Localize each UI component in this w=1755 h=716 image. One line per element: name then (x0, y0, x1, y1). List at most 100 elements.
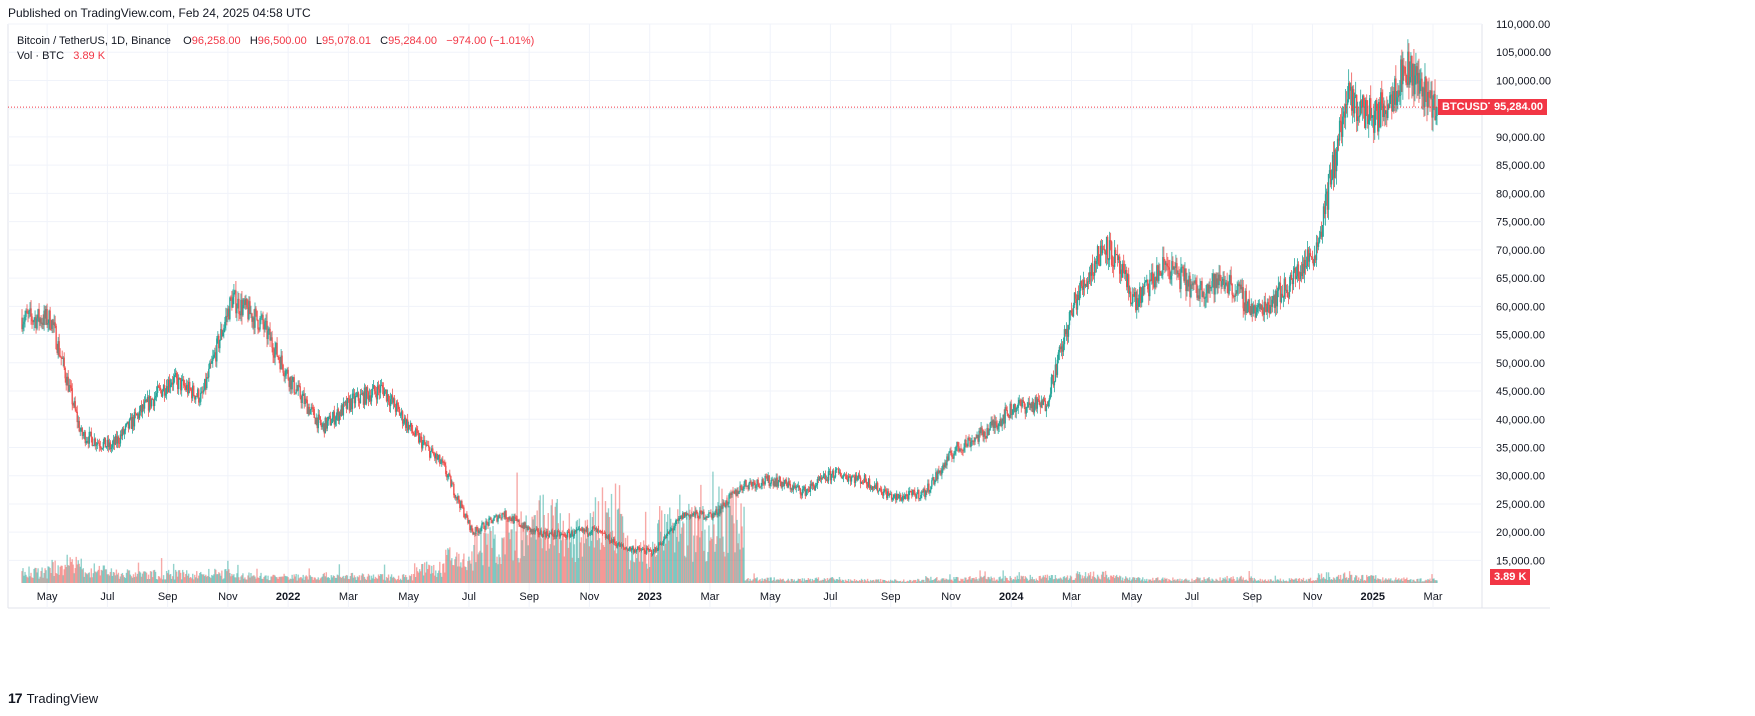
footer-brand[interactable]: 17 TradingView (8, 690, 98, 706)
candle-body (936, 472, 938, 480)
volume-bar (1353, 577, 1356, 583)
volume-bar (657, 523, 659, 583)
volume-bar (975, 577, 977, 583)
volume-bar (327, 577, 330, 583)
volume-bar (860, 578, 863, 583)
candle-body (1020, 403, 1022, 407)
volume-bar (1393, 581, 1395, 583)
volume-bar (519, 558, 521, 583)
volume-bar (302, 574, 304, 583)
candle-body (450, 476, 452, 487)
candle-body (42, 322, 44, 325)
candle-body (1246, 303, 1248, 313)
candle-body (334, 420, 337, 425)
candle-body (862, 482, 865, 484)
volume-bar (730, 489, 732, 583)
candle-body (1420, 78, 1422, 81)
volume-bar (833, 579, 836, 583)
candle-body (1224, 285, 1226, 289)
candle-body (503, 514, 505, 518)
volume-bar (1127, 578, 1129, 583)
candle-body (287, 369, 289, 380)
low-label: L (315, 35, 323, 47)
volume-bar (1391, 580, 1393, 583)
volume-bar (1188, 579, 1190, 583)
candle-body (251, 313, 253, 322)
candle-body (582, 528, 585, 532)
candle-body (132, 416, 135, 427)
candle-body (1274, 290, 1277, 308)
volume-bar (851, 580, 854, 583)
volume-bar (330, 575, 333, 583)
volume-bar (1431, 574, 1433, 583)
volume-bar (1145, 580, 1147, 583)
candle-body (668, 531, 670, 534)
volume-bar (45, 570, 47, 583)
x-tick-label: Jul (823, 591, 837, 603)
candle-body (1428, 91, 1430, 98)
candle-body (312, 407, 314, 410)
candle-body (1097, 246, 1100, 265)
volume-bar (761, 578, 763, 583)
candle-body (322, 423, 324, 427)
candle-body (1119, 269, 1122, 274)
candle-body (1211, 281, 1213, 288)
volume-bar (1121, 577, 1124, 583)
candle-body (1303, 259, 1306, 274)
candle-body (1256, 307, 1258, 313)
volume-bar (193, 579, 195, 583)
volume-bar (948, 579, 950, 583)
candle-body (466, 513, 468, 518)
candle-body (785, 479, 787, 484)
volume-bar (772, 580, 774, 583)
volume-bar (110, 568, 113, 583)
volume-bar (757, 581, 759, 583)
volume-bar (744, 580, 746, 583)
volume-bar (694, 505, 696, 583)
candle-body (1031, 401, 1033, 409)
candle-body (248, 301, 250, 320)
candle-body (1379, 101, 1381, 127)
volume-bar (1381, 581, 1383, 583)
candle-body (1124, 270, 1127, 274)
candle-body (1242, 287, 1244, 309)
candle-body (963, 447, 965, 451)
volume-bar (801, 578, 804, 583)
candle-body (958, 446, 960, 452)
volume-bar (760, 581, 762, 583)
candle-body (918, 489, 920, 499)
volume-bar (1321, 578, 1324, 583)
candle-body (1111, 265, 1114, 266)
volume-bar (575, 521, 578, 583)
candle-body (1335, 151, 1338, 172)
candle-body (1384, 105, 1386, 115)
candle-body (1282, 297, 1285, 299)
volume-bar (371, 578, 374, 583)
volume-bar (629, 560, 632, 583)
volume-bar (1047, 580, 1050, 583)
candle-body (1110, 241, 1113, 266)
candle-body (196, 396, 198, 398)
volume-bar (1122, 580, 1125, 583)
volume-bar (313, 577, 315, 583)
candle-body (833, 477, 836, 479)
volume-bar (1223, 579, 1225, 583)
volume-bar (862, 581, 865, 583)
candle-body (269, 328, 271, 341)
candle-body (776, 477, 778, 487)
volume-bar (835, 579, 838, 583)
volume-bar (1238, 578, 1240, 583)
candle-body (1103, 249, 1106, 251)
candle-body (925, 490, 927, 498)
candle-body (1104, 250, 1107, 255)
candle-body (405, 419, 408, 428)
volume-bar (843, 581, 846, 583)
volume-bar (523, 556, 525, 583)
volume-bar (114, 575, 117, 583)
candle-body (68, 385, 70, 392)
volume-bar (1049, 577, 1052, 583)
volume-bar (506, 520, 508, 583)
candle-body (965, 439, 967, 445)
volume-bar (1177, 578, 1179, 583)
